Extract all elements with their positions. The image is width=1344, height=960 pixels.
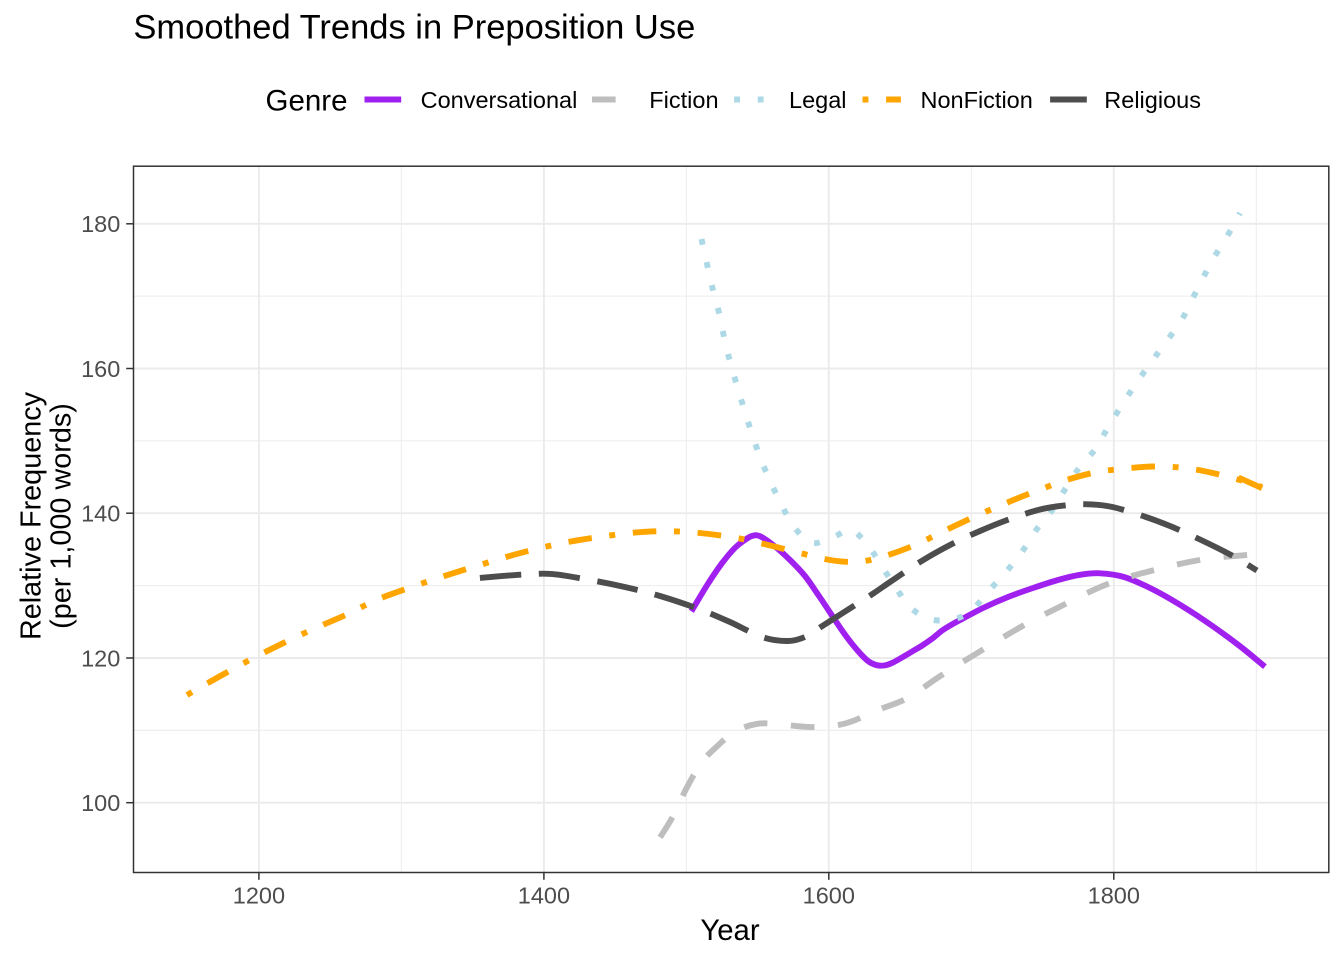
svg-text:Conversational: Conversational xyxy=(421,87,578,113)
svg-text:1800: 1800 xyxy=(1088,883,1140,909)
svg-text:Legal: Legal xyxy=(789,87,847,113)
svg-text:1400: 1400 xyxy=(518,883,570,909)
svg-text:NonFiction: NonFiction xyxy=(921,87,1033,113)
svg-text:(per 1,000 words): (per 1,000 words) xyxy=(46,403,78,629)
svg-text:Genre: Genre xyxy=(266,84,348,117)
svg-text:1600: 1600 xyxy=(803,883,855,909)
svg-text:140: 140 xyxy=(81,501,120,527)
svg-text:120: 120 xyxy=(81,645,120,671)
svg-text:Year: Year xyxy=(700,914,759,947)
svg-text:Religious: Religious xyxy=(1104,87,1201,113)
svg-text:100: 100 xyxy=(81,790,120,816)
svg-text:Relative Frequency: Relative Frequency xyxy=(16,391,48,640)
svg-text:160: 160 xyxy=(81,356,120,382)
svg-text:Smoothed Trends in Preposition: Smoothed Trends in Preposition Use xyxy=(133,9,695,47)
svg-text:1200: 1200 xyxy=(233,883,285,909)
svg-text:180: 180 xyxy=(81,211,120,237)
svg-text:Fiction: Fiction xyxy=(649,87,718,113)
